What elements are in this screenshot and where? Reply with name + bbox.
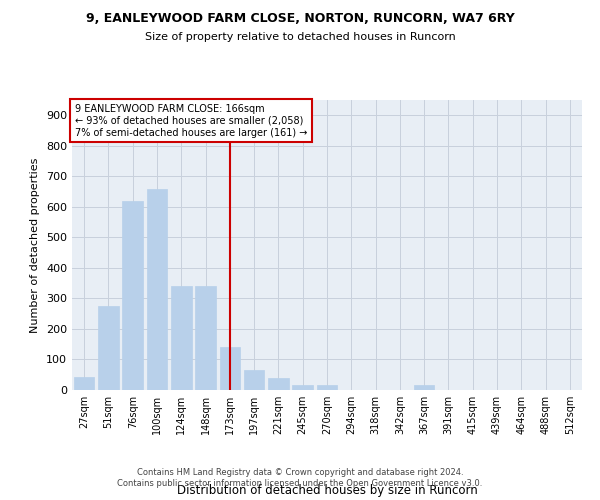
Bar <box>268 378 289 390</box>
Text: Contains HM Land Registry data © Crown copyright and database right 2024.
Contai: Contains HM Land Registry data © Crown c… <box>118 468 482 487</box>
Bar <box>98 306 119 390</box>
Bar <box>195 286 216 390</box>
Text: Size of property relative to detached houses in Runcorn: Size of property relative to detached ho… <box>145 32 455 42</box>
Bar <box>74 377 94 390</box>
Bar <box>171 286 191 390</box>
Bar <box>220 348 240 390</box>
Bar <box>122 200 143 390</box>
Bar <box>244 370 265 390</box>
Bar <box>146 188 167 390</box>
Bar <box>317 386 337 390</box>
Bar <box>292 384 313 390</box>
Text: 9 EANLEYWOOD FARM CLOSE: 166sqm
← 93% of detached houses are smaller (2,058)
7% : 9 EANLEYWOOD FARM CLOSE: 166sqm ← 93% of… <box>74 104 307 138</box>
X-axis label: Distribution of detached houses by size in Runcorn: Distribution of detached houses by size … <box>176 484 478 497</box>
Text: 9, EANLEYWOOD FARM CLOSE, NORTON, RUNCORN, WA7 6RY: 9, EANLEYWOOD FARM CLOSE, NORTON, RUNCOR… <box>86 12 514 26</box>
Y-axis label: Number of detached properties: Number of detached properties <box>31 158 40 332</box>
Bar <box>414 386 434 390</box>
